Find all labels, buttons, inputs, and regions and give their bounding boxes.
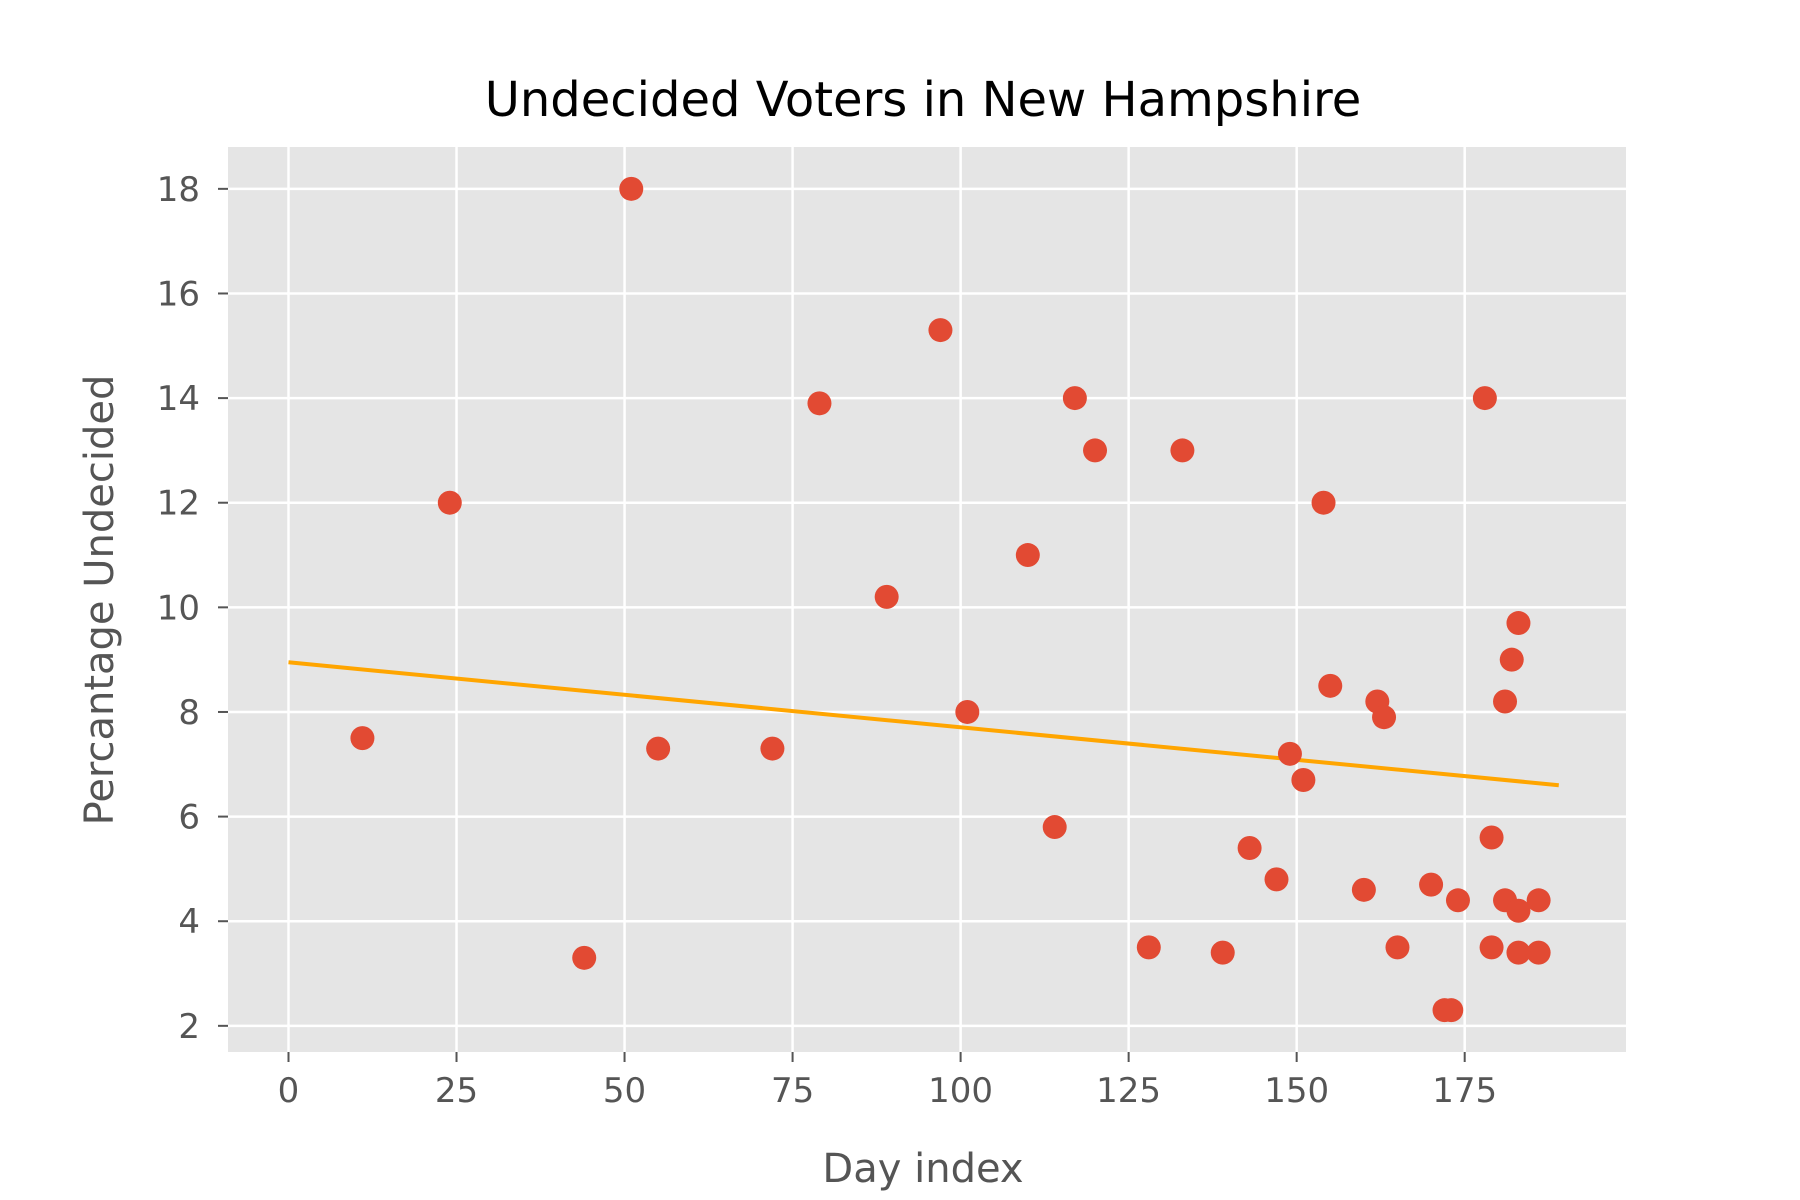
- x-tick-label: 175: [1432, 1071, 1497, 1111]
- scatter-point: [1264, 867, 1289, 892]
- x-tick-label: 125: [1096, 1071, 1161, 1111]
- scatter-point: [1015, 543, 1040, 568]
- x-tick-label: 25: [435, 1071, 478, 1111]
- x-axis-label: Day index: [822, 1146, 1023, 1192]
- scatter-point: [1479, 825, 1504, 850]
- scatter-point: [955, 699, 980, 724]
- y-tick-label: 4: [178, 902, 200, 942]
- y-tick-label: 16: [157, 274, 200, 314]
- scatter-point: [1445, 888, 1470, 913]
- scatter-point: [1062, 386, 1087, 411]
- scatter-point: [1526, 940, 1551, 965]
- scatter-point: [807, 391, 832, 416]
- scatter-point: [760, 736, 785, 761]
- scatter-point: [874, 584, 899, 609]
- scatter-point: [1083, 438, 1108, 463]
- scatter-point: [1439, 998, 1464, 1023]
- x-tick-label: 0: [278, 1071, 300, 1111]
- scatter-point: [1419, 872, 1444, 897]
- plot-area: [228, 147, 1626, 1052]
- x-tick-label: 50: [603, 1071, 646, 1111]
- scatter-point: [1210, 940, 1235, 965]
- y-tick-label: 18: [157, 170, 200, 210]
- x-tick-label: 150: [1264, 1071, 1329, 1111]
- scatter-point: [1277, 741, 1302, 766]
- chart-title: Undecided Voters in New Hampshire: [485, 72, 1362, 128]
- scatter-point: [1506, 898, 1531, 923]
- y-tick-label: 14: [157, 379, 200, 419]
- trend-line: [288, 660, 1559, 788]
- scatter-point: [619, 176, 644, 201]
- scatter-point: [437, 490, 462, 515]
- scatter-point: [1506, 611, 1531, 636]
- scatter-point: [1493, 689, 1518, 714]
- y-tick-label: 10: [157, 588, 200, 628]
- scatter-point: [1385, 935, 1410, 960]
- y-axis-label: Percantage Undecided: [77, 375, 123, 826]
- y-tick-label: 8: [178, 693, 200, 733]
- scatter-point: [1499, 647, 1524, 672]
- scatter-point: [1291, 767, 1316, 792]
- scatter-point: [1318, 673, 1343, 698]
- scatter-point: [1170, 438, 1195, 463]
- scatter-point: [1351, 877, 1376, 902]
- y-tick-label: 12: [157, 484, 200, 524]
- x-tick-label: 75: [771, 1071, 814, 1111]
- grid-lines: [228, 147, 1626, 1052]
- scatter-point: [1136, 935, 1161, 960]
- trend-line-layer: [288, 660, 1559, 788]
- scatter-point: [928, 318, 953, 343]
- scatter-point: [1237, 835, 1262, 860]
- scatter-point: [1311, 490, 1336, 515]
- scatter-point: [1372, 705, 1397, 730]
- scatter-point: [350, 726, 375, 751]
- x-tick-label: 100: [928, 1071, 993, 1111]
- y-tick-label: 6: [178, 798, 200, 838]
- scatter-point: [1526, 888, 1551, 913]
- data-points: [350, 176, 1551, 1023]
- scatter-point: [1506, 940, 1531, 965]
- y-tick-label: 2: [178, 1007, 200, 1047]
- scatter-point: [572, 945, 597, 970]
- scatter-point: [1472, 386, 1497, 411]
- scatter-point: [646, 736, 671, 761]
- scatter-point: [1042, 815, 1067, 840]
- scatter-point: [1479, 935, 1504, 960]
- axis-ticks: 0 25 50 75 100 125 150 175 2 4 6 8 10 12 14 16 18: [157, 170, 1497, 1111]
